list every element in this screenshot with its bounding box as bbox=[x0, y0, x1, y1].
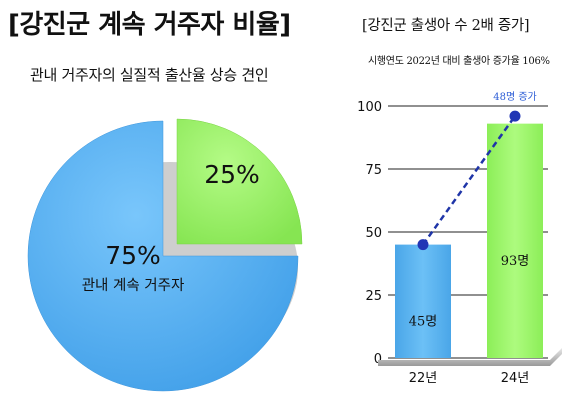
pie-slice-1 bbox=[176, 118, 303, 245]
bar-value-label-1: 93명 bbox=[501, 254, 530, 269]
bar-category-label-1: 24년 bbox=[501, 371, 530, 386]
bar-increase-point-0 bbox=[417, 239, 429, 251]
bar-0 bbox=[395, 244, 451, 358]
bar-ytick-label-1: 25 bbox=[365, 289, 382, 304]
bar-chart-subtitle: 시행연도 2022년 대비 출생아 증가율 106% bbox=[368, 56, 550, 67]
bar-increase-line bbox=[421, 115, 517, 246]
pie-slice-0 bbox=[27, 120, 299, 392]
pie-label-1: 25% bbox=[204, 160, 260, 189]
pie-chart-subtitle: 관내 거주자의 실질적 출산율 상승 견인 bbox=[30, 66, 269, 84]
bar-category-label-0: 22년 bbox=[409, 371, 438, 386]
bar-chart: 45명 22년 93명 24년 bbox=[395, 123, 543, 386]
bar-base-slab bbox=[378, 348, 562, 366]
bar-ytick-label-2: 50 bbox=[365, 226, 382, 241]
pie-chart-title: [강진군 계속 거주자 비율] bbox=[8, 10, 291, 40]
bar-ytick-label-4: 100 bbox=[357, 100, 382, 115]
bar-ytick-label-3: 75 bbox=[365, 163, 382, 178]
bar-ytick-label-0: 0 bbox=[374, 352, 382, 367]
bar-increase-label: 48명 증가 bbox=[493, 91, 537, 103]
bar-1 bbox=[487, 123, 543, 358]
bar-value-label-0: 45명 bbox=[409, 314, 438, 329]
bar-chart-overlay: 48명 증가 bbox=[417, 91, 537, 251]
pie-chart: 25% 75% 관내 계속 거주자 bbox=[27, 118, 303, 392]
pie-label-0: 75% bbox=[105, 241, 161, 270]
pie-sublabel-0: 관내 계속 거주자 bbox=[82, 277, 185, 294]
bar-increase-point-1 bbox=[509, 110, 521, 122]
bar-chart-title: [강진군 출생아 수 2배 증가] bbox=[362, 18, 530, 34]
